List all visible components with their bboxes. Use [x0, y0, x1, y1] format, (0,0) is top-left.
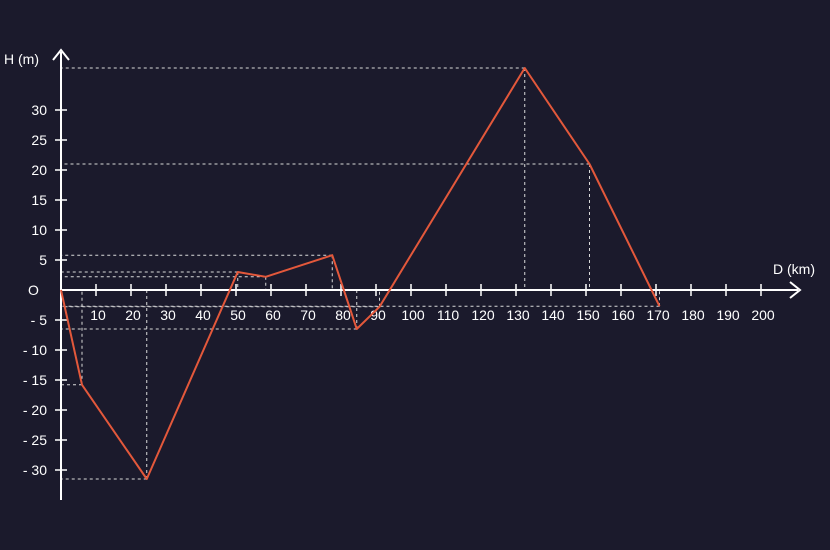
y-tick-label--20: - 20	[23, 402, 47, 418]
x-tick-label-70: 70	[300, 307, 316, 323]
axes	[52, 48, 802, 500]
y-axis-arrow	[52, 48, 70, 61]
y-axis-label: H (m)	[4, 51, 39, 67]
y-tick-label-25: 25	[31, 132, 47, 148]
y-tick-label-20: 20	[31, 162, 47, 178]
x-tick-label-10: 10	[90, 307, 106, 323]
x-tick-label-160: 160	[611, 307, 635, 323]
x-tick-label-120: 120	[471, 307, 495, 323]
x-tick-label-180: 180	[681, 307, 705, 323]
x-tick-label-140: 140	[541, 307, 565, 323]
y-tick-label--25: - 25	[23, 432, 47, 448]
y-tick-label--10: - 10	[23, 342, 47, 358]
x-tick-label-100: 100	[401, 307, 425, 323]
x-tick-label-200: 200	[751, 307, 775, 323]
x-tick-label-130: 130	[506, 307, 530, 323]
x-tick-label-110: 110	[437, 307, 460, 323]
guide-lines	[61, 67, 660, 480]
y-tick-label-5: 5	[39, 252, 47, 268]
origin-label: O	[28, 282, 39, 298]
x-tick-label-30: 30	[160, 307, 176, 323]
y-tick-label-30: 30	[31, 102, 47, 118]
y-tick-label-15: 15	[31, 192, 47, 208]
x-tick-label-150: 150	[576, 307, 600, 323]
x-axis-arrow	[789, 281, 802, 299]
x-tick-label-20: 20	[125, 307, 141, 323]
y-tick-label--5: - 5	[31, 312, 48, 328]
x-tick-label-40: 40	[195, 307, 211, 323]
x-tick-label-80: 80	[335, 307, 351, 323]
y-tick-label--15: - 15	[23, 372, 47, 388]
y-tick-label-10: 10	[31, 222, 47, 238]
x-tick-label-190: 190	[716, 307, 740, 323]
x-axis-label: D (km)	[773, 261, 815, 277]
y-tick-label--30: - 30	[23, 462, 47, 478]
x-tick-label-50: 50	[230, 307, 246, 323]
x-tick-label-170: 170	[646, 307, 670, 323]
series-line-0	[60, 67, 661, 480]
x-tick-label-60: 60	[265, 307, 281, 323]
labels-layer: H (m) D (km) O	[4, 51, 815, 298]
series-layer	[60, 67, 661, 480]
